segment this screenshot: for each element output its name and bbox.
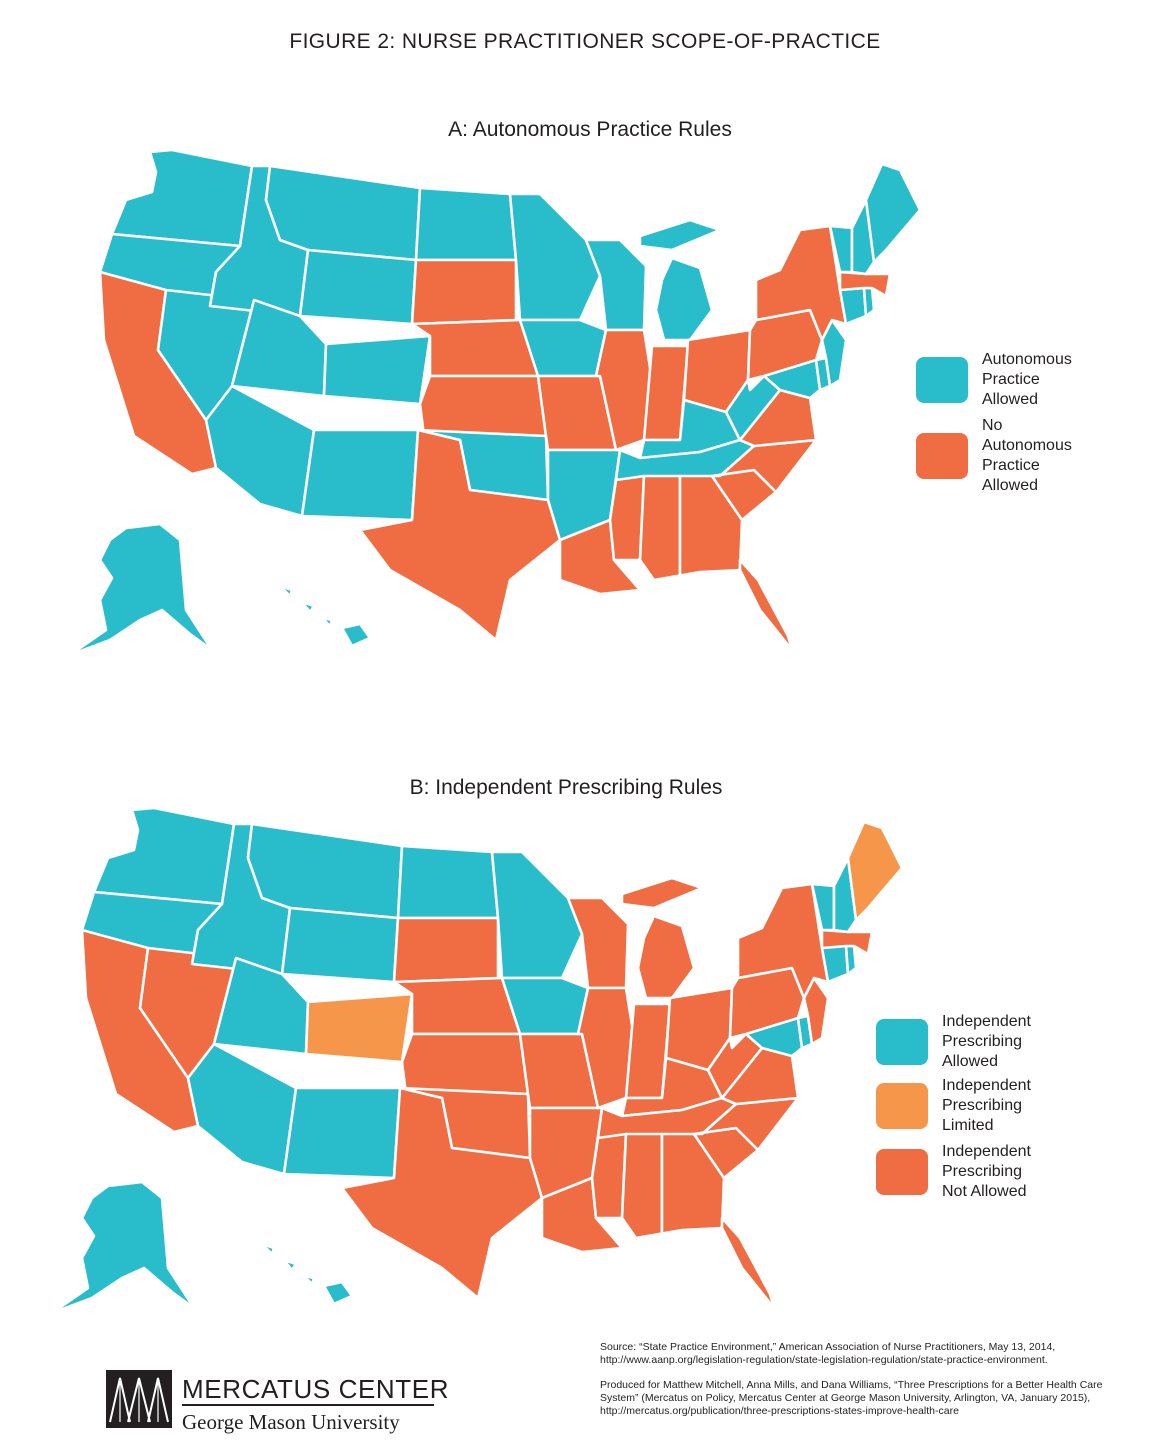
legend-a-allowed-line1: Autonomous bbox=[982, 351, 1072, 368]
mercatus-logo-mark bbox=[106, 1370, 172, 1428]
map-b-state-ma bbox=[820, 928, 874, 956]
map-a-state-il bbox=[594, 328, 654, 452]
legend-b-not-allowed-swatch bbox=[876, 1149, 928, 1195]
map-a-state-nd bbox=[414, 186, 518, 262]
map-b-state-wa bbox=[92, 806, 236, 906]
legend-a-not-allowed-line2: Practice Allowed bbox=[982, 457, 1040, 494]
map-b-state-fl bbox=[634, 1216, 776, 1310]
map-b bbox=[50, 806, 904, 1315]
map-b-state-nh bbox=[832, 856, 858, 934]
map-b-state-al bbox=[620, 1132, 664, 1240]
source-line-4: System” (Mercatus on Policy, Mercatus Ce… bbox=[600, 1392, 1091, 1404]
map-a-state-ms bbox=[608, 474, 646, 562]
legend-b-limited-line1: Independent Prescribing bbox=[942, 1077, 1031, 1114]
legend-a-not-allowed-swatch bbox=[916, 433, 968, 479]
legend-a-allowed-swatch bbox=[916, 357, 968, 403]
map-b-state-sd bbox=[392, 916, 500, 984]
map-a-state-nm bbox=[300, 428, 420, 522]
map-b-state-nm bbox=[282, 1086, 402, 1180]
map-a-state-ne bbox=[410, 318, 540, 378]
legend-a-allowed-line2: Practice Allowed bbox=[982, 371, 1040, 408]
map-a bbox=[68, 148, 922, 657]
map-a-state-sd bbox=[410, 258, 518, 326]
source-note: Source: “State Practice Environment,” Am… bbox=[600, 1341, 1160, 1430]
map-b-state-az bbox=[186, 1042, 298, 1176]
map-b-state-co bbox=[304, 992, 414, 1064]
map-b-state-ga bbox=[660, 1132, 726, 1236]
map-a-state-mi bbox=[638, 218, 722, 342]
source-line-2: http://www.aanp.org/legislation-regulati… bbox=[600, 1354, 1048, 1366]
map-b-state-mn bbox=[490, 850, 584, 980]
legend-a-not-allowed-line1: No Autonomous bbox=[982, 417, 1072, 454]
figure-title: FIGURE 2: NURSE PRACTITIONER SCOPE-OF-PR… bbox=[289, 30, 881, 53]
map-a-state-ga bbox=[678, 474, 744, 578]
map-a-state-al bbox=[638, 474, 682, 582]
legend-b-limited-swatch bbox=[876, 1083, 928, 1129]
map-b-state-ms bbox=[590, 1132, 628, 1220]
legend-b-allowed-swatch bbox=[876, 1019, 928, 1065]
legend-a-not-allowed: No Autonomous Practice Allowed bbox=[916, 416, 1072, 496]
legend-b-allowed-line2: Allowed bbox=[942, 1053, 999, 1070]
map-b-state-tx bbox=[340, 1086, 544, 1300]
map-a-state-wy bbox=[298, 248, 418, 326]
map-b-state-ct bbox=[820, 944, 850, 984]
map-a-state-ri bbox=[862, 286, 876, 318]
map-b-state-hi bbox=[260, 1242, 354, 1306]
legend-b-allowed: Independent Prescribing Allowed bbox=[876, 1012, 1031, 1072]
map-b-state-ri bbox=[844, 944, 858, 976]
map-a-state-nh bbox=[850, 198, 876, 276]
map-b-state-ne bbox=[392, 976, 522, 1036]
logo-rule bbox=[182, 1404, 434, 1406]
source-line-1: Source: “State Practice Environment,” Am… bbox=[600, 1341, 1056, 1353]
legend-b-not-allowed-line1: Independent Prescribing bbox=[942, 1143, 1031, 1180]
map-a-state-co bbox=[322, 334, 432, 406]
legend-b-not-allowed: Independent Prescribing Not Allowed bbox=[876, 1142, 1031, 1202]
map-b-state-nd bbox=[396, 844, 500, 920]
map-a-state-az bbox=[204, 384, 316, 518]
map-a-state-wa bbox=[110, 148, 254, 248]
map-b-state-il bbox=[576, 986, 636, 1110]
legend-b-limited-line2: Limited bbox=[942, 1117, 994, 1134]
map-b-state-ks bbox=[400, 1032, 530, 1096]
logo-name: MERCATUS CENTER bbox=[182, 1374, 450, 1404]
mercatus-logo: MERCATUS CENTER George Mason University bbox=[106, 1370, 448, 1434]
map-a-state-ma bbox=[838, 270, 892, 298]
map-a-state-ks bbox=[418, 374, 548, 438]
map-b-title: B: Independent Prescribing Rules bbox=[409, 776, 723, 799]
map-a-state-fl bbox=[652, 558, 794, 652]
source-line-5: http://mercatus.org/publication/three-pr… bbox=[600, 1405, 959, 1417]
logo-university: George Mason University bbox=[182, 1410, 400, 1434]
map-b-state-me bbox=[846, 820, 904, 922]
map-a-state-mn bbox=[508, 192, 602, 322]
map-b-state-ak bbox=[50, 1180, 196, 1315]
map-b-state-mi bbox=[620, 876, 704, 1000]
source-line-3: Produced for Matthew Mitchell, Anna Mill… bbox=[600, 1379, 1103, 1391]
legend-b-limited: Independent Prescribing Limited bbox=[876, 1076, 1031, 1136]
legend-a-allowed: Autonomous Practice Allowed bbox=[916, 350, 1072, 410]
map-a-state-me bbox=[864, 162, 922, 264]
map-a-state-ct bbox=[838, 286, 868, 326]
map-a-state-tx bbox=[358, 428, 562, 642]
map-a-title: A: Autonomous Practice Rules bbox=[448, 118, 732, 141]
legend-b-allowed-line1: Independent Prescribing bbox=[942, 1013, 1031, 1050]
map-a-state-hi bbox=[278, 584, 372, 648]
legend-b-not-allowed-line2: Not Allowed bbox=[942, 1183, 1027, 1200]
map-a-state-ak bbox=[68, 522, 214, 657]
map-b-state-wy bbox=[280, 906, 400, 984]
